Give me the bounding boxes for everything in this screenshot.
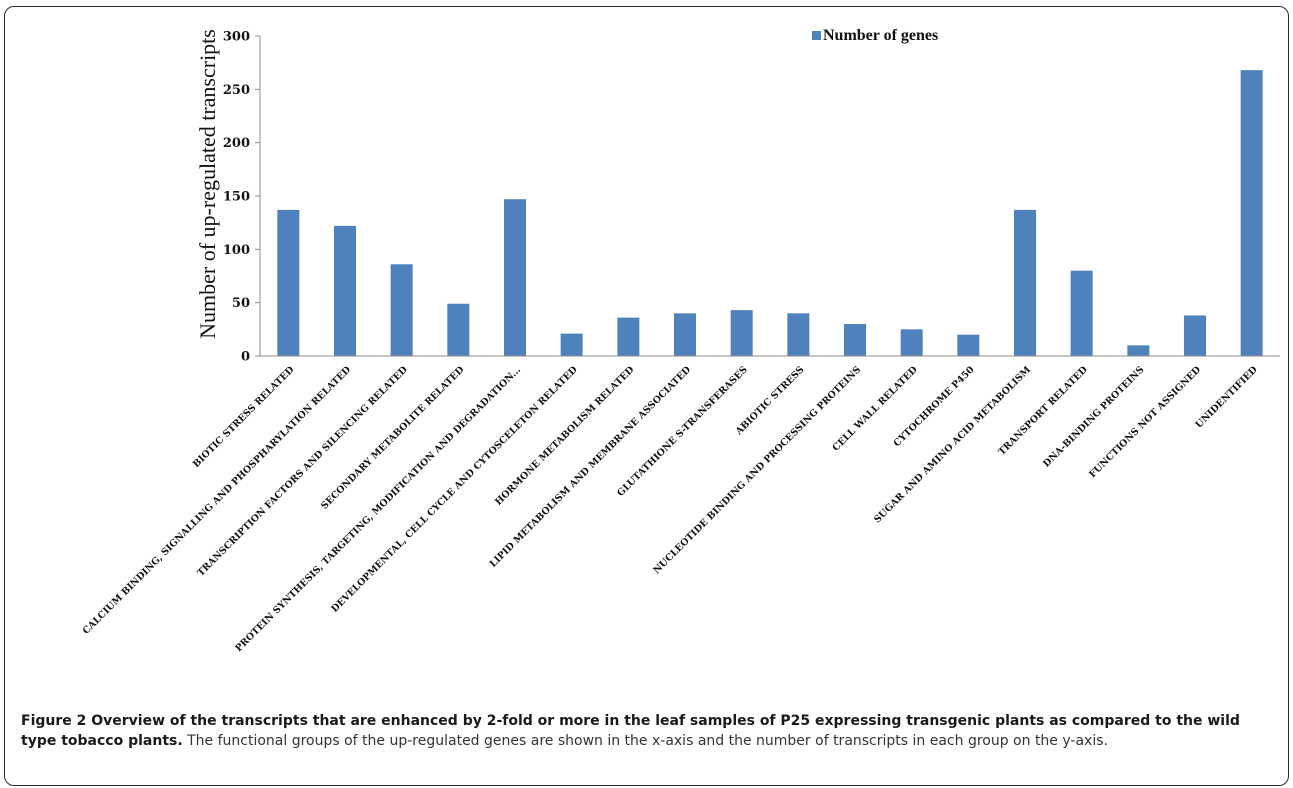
bar xyxy=(447,303,470,356)
bar xyxy=(1184,315,1206,356)
x-tick-label: TRANSCRIPTION FACTORS AND SILENCING RELA… xyxy=(195,364,409,578)
y-tick-label: 200 xyxy=(223,136,250,151)
bar xyxy=(674,313,696,356)
x-tick-label: UNIDENTIFIED xyxy=(1194,364,1260,430)
bars xyxy=(277,70,1263,356)
legend-swatch xyxy=(812,31,821,40)
y-tick-label: 100 xyxy=(223,243,250,258)
bar xyxy=(787,313,810,356)
caption-title: Figure 2 Overview of the transcripts tha… xyxy=(21,713,1240,749)
bar xyxy=(1070,270,1093,356)
bar xyxy=(844,324,866,356)
x-tick-label: GLUTATHIONE S-TRANSFERASES xyxy=(615,364,750,499)
y-axis-label: Number of up-regulated transcripts xyxy=(195,29,220,339)
bar xyxy=(730,310,753,356)
x-tick-label: BIOTIC STRESS RELATED xyxy=(191,364,297,470)
bar-chart: 0 50 100 150 200 250 300 BIOTIC STRESS RELATED… xyxy=(81,27,1280,654)
x-tick-label: PROTEIN SYNTHESIS, TARGETING, MODIFICATI… xyxy=(233,364,523,654)
y-tick-label: 50 xyxy=(232,296,250,311)
bar xyxy=(957,334,980,356)
figure-caption: Figure 2 Overview of the transcripts tha… xyxy=(21,711,1276,751)
legend-label: Number of genes xyxy=(823,27,938,44)
bar xyxy=(1240,70,1263,356)
bar xyxy=(390,264,413,356)
bar xyxy=(504,199,526,356)
x-tick-label: DNA-BINDING PROTEINS xyxy=(1041,364,1146,469)
bar xyxy=(617,317,640,356)
y-axis: 0 50 100 150 200 250 300 xyxy=(223,30,261,365)
x-tick-label: NUCLEOTIDE BINDING AND PROCESSING PROTEI… xyxy=(651,364,863,576)
bar xyxy=(900,329,923,356)
y-tick-label: 300 xyxy=(223,30,250,45)
y-tick-label: 150 xyxy=(223,190,250,205)
x-tick-label: FUNCTIONS NOT ASSIGNED xyxy=(1087,364,1203,480)
figure-frame: 0 50 100 150 200 250 300 BIOTIC STRESS RELATED… xyxy=(4,6,1289,786)
caption-text: The functional groups of the up-regulate… xyxy=(182,733,1108,749)
x-tick-label: CALCIUM BINDING, SIGNALLING AND PHOSPHAR… xyxy=(81,364,353,636)
y-tick-label: 250 xyxy=(223,83,250,98)
x-tick-label: LIPID METABOLISM AND MEMBRANE ASSOCIATED xyxy=(488,364,693,569)
legend: Number of genes xyxy=(812,27,938,44)
bar xyxy=(277,209,300,356)
y-tick-label: 0 xyxy=(241,350,250,365)
bar xyxy=(1127,345,1150,356)
bar xyxy=(334,225,356,356)
bar xyxy=(560,333,583,356)
bar xyxy=(1014,209,1036,356)
